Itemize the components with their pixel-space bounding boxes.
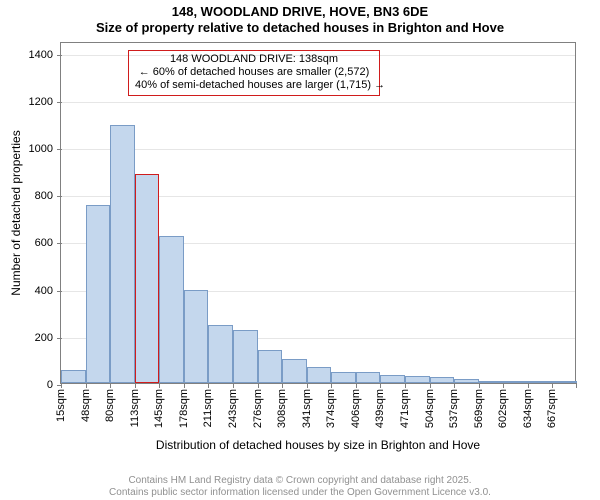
chart-container: 148, WOODLAND DRIVE, HOVE, BN3 6DE Size … [0,0,600,500]
histogram-bar [307,367,332,384]
y-tick-label: 600 [35,237,61,249]
x-tick-label: 341sqm [301,383,313,428]
x-tick-mark [576,383,577,388]
histogram-bar [356,372,381,383]
y-tick-label: 1000 [29,143,61,155]
histogram-bar [159,236,184,383]
gridline [61,102,575,103]
histogram-bar-highlighted [135,174,160,383]
x-tick-label: 80sqm [104,383,116,422]
y-tick-label: 400 [35,285,61,297]
chart-title: 148, WOODLAND DRIVE, HOVE, BN3 6DE Size … [0,0,600,35]
histogram-bar [233,330,258,383]
x-tick-label: 48sqm [80,383,92,422]
x-tick-label: 504sqm [424,383,436,428]
x-tick-label: 211sqm [202,383,214,427]
histogram-bar [184,290,209,383]
y-tick-label: 1400 [29,49,61,61]
footer-attribution: Contains HM Land Registry data © Crown c… [0,475,600,498]
histogram-bar [208,325,233,383]
x-tick-label: 537sqm [448,383,460,428]
y-axis-label: Number of detached properties [9,130,23,295]
x-tick-label: 113sqm [129,383,141,427]
histogram-bar [405,376,430,383]
x-tick-label: 15sqm [55,383,67,422]
footer-line-1: Contains HM Land Registry data © Crown c… [0,475,600,487]
histogram-bar [282,359,307,383]
histogram-bar [380,375,405,383]
x-axis-label: Distribution of detached houses by size … [156,438,480,452]
y-tick-label: 200 [35,332,61,344]
footer-line-2: Contains public sector information licen… [0,487,600,499]
histogram-bar [61,370,86,383]
x-tick-label: 471sqm [399,383,411,428]
title-line-2: Size of property relative to detached ho… [0,20,600,36]
x-tick-label: 276sqm [252,383,264,428]
x-tick-label: 243sqm [227,383,239,428]
x-tick-label: 634sqm [522,383,534,428]
annotation-line-1: 148 WOODLAND DRIVE: 138sqm [135,53,373,66]
x-tick-label: 406sqm [350,383,362,428]
y-tick-label: 800 [35,190,61,202]
histogram-bar [331,372,356,383]
gridline [61,149,575,150]
title-line-1: 148, WOODLAND DRIVE, HOVE, BN3 6DE [0,4,600,20]
x-tick-label: 569sqm [473,383,485,428]
x-tick-label: 374sqm [325,383,337,428]
x-tick-label: 602sqm [497,383,509,428]
x-tick-label: 308sqm [276,383,288,428]
annotation-line-2: ← 60% of detached houses are smaller (2,… [135,66,373,79]
histogram-bar [258,350,283,383]
histogram-bar [110,125,135,383]
annotation-box: 148 WOODLAND DRIVE: 138sqm ← 60% of deta… [128,50,380,96]
x-tick-label: 178sqm [178,383,190,428]
x-tick-label: 439sqm [374,383,386,428]
y-tick-label: 1200 [29,96,61,108]
x-tick-label: 145sqm [153,383,165,428]
x-tick-label: 667sqm [546,383,558,428]
annotation-line-3: 40% of semi-detached houses are larger (… [135,79,373,92]
histogram-bar [86,205,111,383]
